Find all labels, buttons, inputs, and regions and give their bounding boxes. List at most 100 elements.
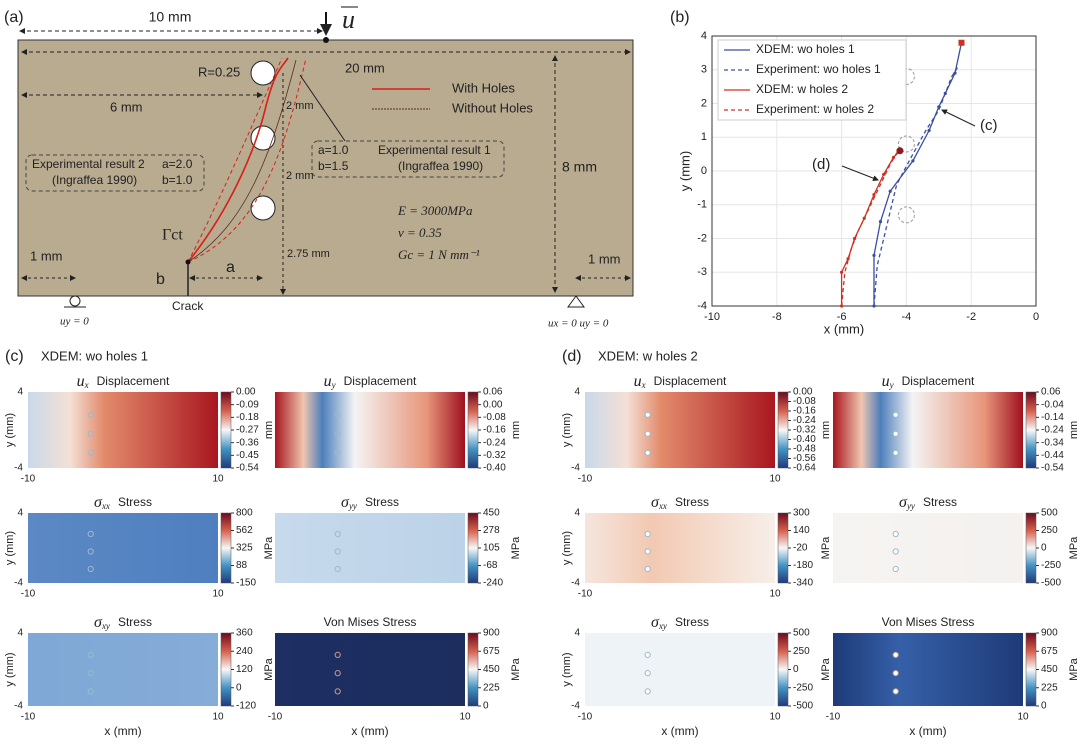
x-tick-label: -10	[268, 712, 283, 723]
panel-title: XDEM: w holes 2	[598, 348, 698, 363]
hole	[87, 548, 94, 555]
annotation: (c)	[980, 117, 998, 134]
title-name: Stress	[118, 615, 152, 629]
title-name: Displacement	[344, 374, 417, 388]
colorbar-label: 900	[1041, 628, 1058, 639]
hole	[644, 530, 651, 538]
series-point	[891, 155, 896, 160]
colorbar-label: -0.16	[793, 406, 816, 417]
colorbar-unit: mm	[263, 421, 275, 439]
colorbar-label: -0.16	[483, 425, 506, 436]
plot-title: σyy Stress	[899, 494, 957, 511]
y-tick-label: 4	[17, 628, 23, 639]
colorbar-label: 225	[483, 682, 500, 693]
title-name: Stress	[923, 495, 957, 509]
colorbar-label: -250	[1041, 560, 1061, 571]
colorbar-unit: MPa	[510, 657, 522, 681]
colorbar-unit: mm	[820, 421, 832, 439]
plot-title: σxy Stress	[651, 614, 709, 631]
y-tick-label: -4	[571, 463, 580, 474]
callout	[25, 154, 205, 192]
field-map	[275, 633, 465, 706]
colorbar-label: -68	[483, 560, 498, 571]
colorbar-label: 0.06	[1041, 387, 1061, 398]
plot-title: σxx Stress	[651, 494, 709, 511]
plot-title: σxx Stress	[94, 494, 152, 511]
title-subscript: y	[331, 380, 336, 390]
y-axis-label: y (mm)	[4, 531, 16, 565]
colorbar-label: -0.09	[236, 399, 259, 410]
hole	[892, 411, 899, 418]
colorbar-label: -0.40	[793, 434, 816, 445]
colorbar	[467, 391, 479, 469]
colorbar-unit: mm	[510, 421, 522, 439]
panel-label: (a)	[4, 9, 24, 26]
x-tick-label: 10	[769, 474, 781, 485]
spacing-label: 2 mm	[286, 100, 314, 112]
x-axis-label: x (mm)	[104, 724, 141, 738]
y-tick-label: 4	[17, 508, 23, 519]
colorbar-label: -20	[793, 543, 808, 554]
title-subscript: yy	[348, 501, 357, 511]
colorbar-label: -0.14	[1041, 412, 1064, 423]
colorbar-label: -0.36	[236, 437, 259, 448]
colorbar-label: 450	[483, 508, 500, 519]
colorbar-label: 675	[1041, 646, 1058, 657]
title-symbol: u	[634, 373, 642, 390]
x-tick-label: -10	[704, 311, 720, 323]
colorbar-label: -0.34	[1041, 437, 1064, 448]
title-symbol: σ	[651, 614, 660, 631]
hole	[334, 530, 341, 538]
path-with-holes	[187, 57, 289, 263]
colorbar-label: 0	[793, 664, 799, 675]
colorbar-label: 0.00	[793, 387, 813, 398]
annotation: (Ingraffea 1990)	[398, 159, 483, 173]
series-point	[872, 253, 876, 257]
y-axis-label: y (mm)	[4, 413, 16, 447]
x-tick-label: -2	[966, 311, 976, 323]
plot-title: σxy Stress	[94, 614, 152, 631]
colorbar-label: -0.04	[1041, 399, 1064, 410]
material: Gc = 1 N mm⁻¹	[398, 247, 480, 262]
series-point	[911, 159, 915, 163]
path-without-holes	[187, 59, 297, 263]
title-subscript: xx	[658, 501, 667, 511]
dimension-label: 6 mm	[110, 99, 143, 114]
x-tick-label: 10	[459, 712, 471, 723]
hole	[87, 565, 94, 573]
colorbar-label: -0.45	[236, 450, 259, 461]
experimental-path	[187, 57, 307, 263]
y-tick-label: -4	[571, 578, 580, 589]
boundary-condition: uy = 0	[60, 316, 89, 328]
title-symbol: σ	[651, 494, 660, 511]
series-line	[873, 42, 963, 306]
annotation: (Ingraffea 1990)	[52, 173, 137, 187]
title-name: Stress	[365, 495, 399, 509]
legend-label: Experiment: w holes 2	[756, 102, 874, 116]
field-panels: (c) XDEM: wo holes 1ux Displacement0.00-0.…	[4, 348, 1080, 738]
title-subscript: x	[84, 380, 89, 390]
field-map	[585, 513, 775, 583]
end-marker	[896, 147, 904, 155]
colorbar-unit: MPa	[820, 536, 832, 560]
hole	[644, 430, 651, 437]
title-subscript: xy	[658, 621, 667, 631]
field-map	[28, 392, 218, 468]
title-name: Stress	[118, 495, 152, 509]
title-name: Displacement	[97, 374, 170, 388]
x-tick-label: -10	[21, 589, 36, 600]
load-point	[323, 37, 329, 43]
colorbar-label: -0.27	[236, 425, 259, 436]
hole	[87, 530, 94, 538]
colorbar-label: 450	[483, 664, 500, 675]
y-tick-label: -2	[697, 232, 707, 244]
crack-tip	[185, 259, 191, 265]
y-tick-label: 4	[701, 30, 707, 42]
plot-title: uy Displacement	[882, 373, 975, 390]
colorbar-label: 300	[793, 508, 810, 519]
hole	[87, 651, 94, 659]
y-tick-label: -4	[14, 578, 23, 589]
hole	[87, 688, 94, 695]
dimension-label: 1 mm	[30, 248, 63, 263]
leader	[299, 74, 346, 142]
